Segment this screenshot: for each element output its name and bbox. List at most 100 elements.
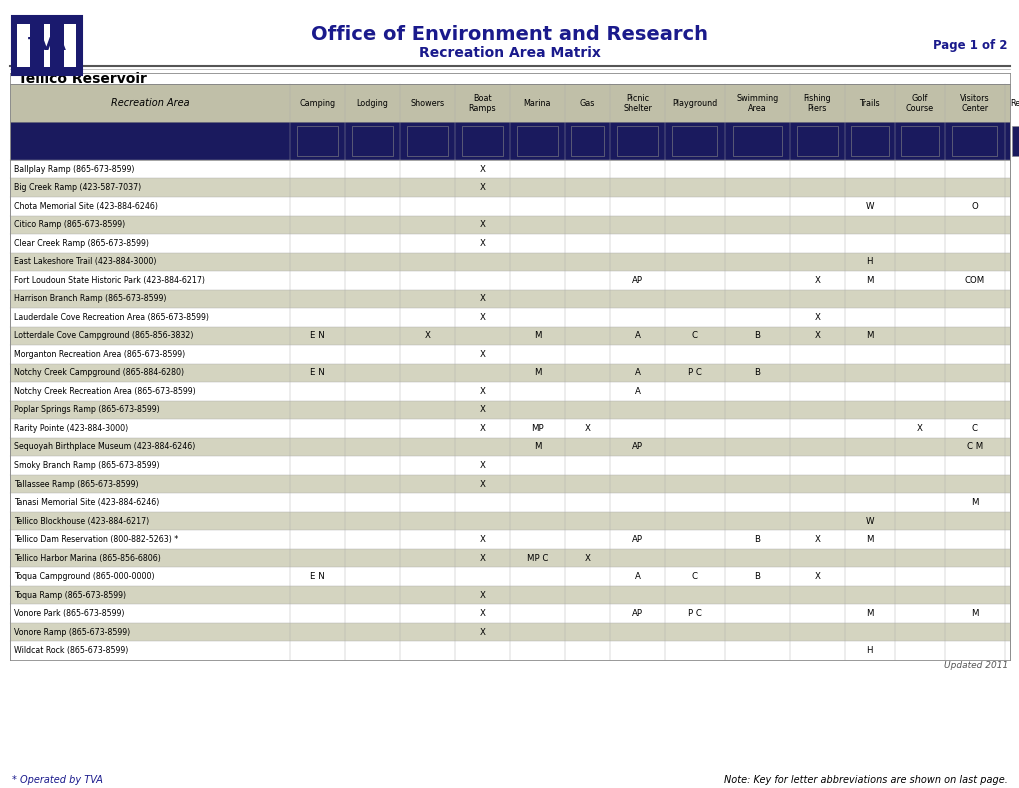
Text: X: X — [424, 332, 430, 340]
Text: A: A — [634, 387, 640, 396]
Text: A: A — [634, 332, 640, 340]
Text: Tallassee Ramp (865-673-8599): Tallassee Ramp (865-673-8599) — [14, 480, 139, 489]
Text: MP C: MP C — [526, 554, 547, 563]
Text: Smoky Branch Ramp (865-673-8599): Smoky Branch Ramp (865-673-8599) — [14, 461, 160, 470]
Text: B: B — [754, 572, 759, 581]
Text: TVA: TVA — [28, 36, 66, 54]
Text: C: C — [971, 424, 977, 433]
Text: Sequoyah Birthplace Museum (423-884-6246): Sequoyah Birthplace Museum (423-884-6246… — [14, 443, 196, 452]
Text: AP: AP — [632, 609, 642, 618]
FancyBboxPatch shape — [10, 84, 1009, 122]
Text: Lauderdale Cove Recreation Area (865-673-8599): Lauderdale Cove Recreation Area (865-673… — [14, 313, 209, 322]
Text: X: X — [479, 591, 485, 600]
FancyBboxPatch shape — [570, 126, 603, 156]
FancyBboxPatch shape — [352, 126, 392, 156]
Text: Morganton Recreation Area (865-673-8599): Morganton Recreation Area (865-673-8599) — [14, 350, 185, 359]
FancyBboxPatch shape — [64, 24, 76, 67]
Text: Trails: Trails — [859, 98, 879, 108]
Text: Updated 2011: Updated 2011 — [943, 661, 1007, 670]
Text: M: M — [865, 332, 872, 340]
Text: East Lakeshore Trail (423-884-3000): East Lakeshore Trail (423-884-3000) — [14, 258, 157, 266]
FancyBboxPatch shape — [10, 327, 1009, 345]
Text: AP: AP — [632, 276, 642, 284]
FancyBboxPatch shape — [10, 549, 1009, 567]
Text: Lotterdale Cove Campground (865-856-3832): Lotterdale Cove Campground (865-856-3832… — [14, 332, 194, 340]
Text: Restaurant: Restaurant — [1010, 98, 1019, 108]
FancyBboxPatch shape — [10, 438, 1009, 456]
FancyBboxPatch shape — [900, 126, 937, 156]
FancyBboxPatch shape — [10, 401, 1009, 419]
Text: Recreation Area: Recreation Area — [111, 98, 190, 108]
FancyBboxPatch shape — [297, 126, 338, 156]
Text: M: M — [970, 609, 977, 618]
FancyBboxPatch shape — [952, 126, 997, 156]
Text: E N: E N — [310, 332, 325, 340]
Text: X: X — [479, 295, 485, 303]
Text: H: H — [866, 258, 872, 266]
Text: AP: AP — [632, 535, 642, 544]
Text: H: H — [866, 646, 872, 655]
Text: Note: Key for letter abbreviations are shown on last page.: Note: Key for letter abbreviations are s… — [723, 775, 1007, 785]
FancyBboxPatch shape — [10, 456, 1009, 475]
Text: Harrison Branch Ramp (865-673-8599): Harrison Branch Ramp (865-673-8599) — [14, 295, 166, 303]
Text: X: X — [479, 239, 485, 247]
FancyBboxPatch shape — [10, 179, 1009, 197]
Text: W: W — [865, 202, 873, 210]
Text: Vonore Park (865-673-8599): Vonore Park (865-673-8599) — [14, 609, 124, 618]
Text: Vonore Ramp (865-673-8599): Vonore Ramp (865-673-8599) — [14, 628, 130, 637]
Text: X: X — [813, 572, 819, 581]
Text: M: M — [865, 535, 872, 544]
Text: Page 1 of 2: Page 1 of 2 — [932, 39, 1007, 52]
Text: Toqua Campground (865-000-0000): Toqua Campground (865-000-0000) — [14, 572, 155, 581]
Text: C: C — [691, 332, 697, 340]
Text: Showers: Showers — [410, 98, 444, 108]
Text: B: B — [754, 369, 759, 377]
FancyBboxPatch shape — [10, 252, 1009, 271]
Text: X: X — [479, 424, 485, 433]
Text: Visitors
Center: Visitors Center — [959, 94, 988, 113]
Text: P C: P C — [687, 609, 701, 618]
FancyBboxPatch shape — [796, 126, 838, 156]
Text: Recreation Area Matrix: Recreation Area Matrix — [419, 46, 600, 60]
Text: Marina: Marina — [523, 98, 550, 108]
Text: X: X — [479, 628, 485, 637]
Text: AP: AP — [632, 443, 642, 452]
Text: X: X — [479, 387, 485, 396]
Text: Clear Creek Ramp (865-673-8599): Clear Creek Ramp (865-673-8599) — [14, 239, 149, 247]
Text: Big Creek Ramp (423-587-7037): Big Creek Ramp (423-587-7037) — [14, 184, 142, 192]
Text: E N: E N — [310, 572, 325, 581]
FancyBboxPatch shape — [10, 290, 1009, 308]
FancyBboxPatch shape — [10, 160, 1009, 179]
FancyBboxPatch shape — [10, 641, 1009, 660]
FancyBboxPatch shape — [407, 126, 447, 156]
Text: X: X — [479, 480, 485, 489]
Text: X: X — [813, 276, 819, 284]
Text: M: M — [533, 443, 541, 452]
FancyBboxPatch shape — [10, 567, 1009, 586]
Text: Golf
Course: Golf Course — [905, 94, 933, 113]
Text: M: M — [533, 332, 541, 340]
FancyBboxPatch shape — [10, 512, 1009, 530]
FancyBboxPatch shape — [616, 126, 657, 156]
Text: Notchy Creek Recreation Area (865-673-8599): Notchy Creek Recreation Area (865-673-85… — [14, 387, 196, 396]
Text: Tanasi Memorial Site (423-884-6246): Tanasi Memorial Site (423-884-6246) — [14, 498, 159, 507]
FancyBboxPatch shape — [10, 308, 1009, 326]
Text: M: M — [533, 369, 541, 377]
Text: X: X — [479, 609, 485, 618]
FancyBboxPatch shape — [10, 345, 1009, 364]
Text: Gas: Gas — [579, 98, 594, 108]
FancyBboxPatch shape — [17, 24, 30, 67]
Text: W: W — [865, 517, 873, 526]
Text: Picnic
Shelter: Picnic Shelter — [623, 94, 651, 113]
Text: Swimming
Area: Swimming Area — [736, 94, 777, 113]
Text: A: A — [634, 369, 640, 377]
Text: B: B — [754, 535, 759, 544]
Text: Tellico Blockhouse (423-884-6217): Tellico Blockhouse (423-884-6217) — [14, 517, 149, 526]
Text: Lodging: Lodging — [357, 98, 388, 108]
Text: Camping: Camping — [300, 98, 335, 108]
FancyBboxPatch shape — [10, 493, 1009, 512]
Text: X: X — [479, 165, 485, 173]
Text: Rarity Pointe (423-884-3000): Rarity Pointe (423-884-3000) — [14, 424, 128, 433]
FancyBboxPatch shape — [10, 364, 1009, 382]
Text: Poplar Springs Ramp (865-673-8599): Poplar Springs Ramp (865-673-8599) — [14, 406, 160, 414]
